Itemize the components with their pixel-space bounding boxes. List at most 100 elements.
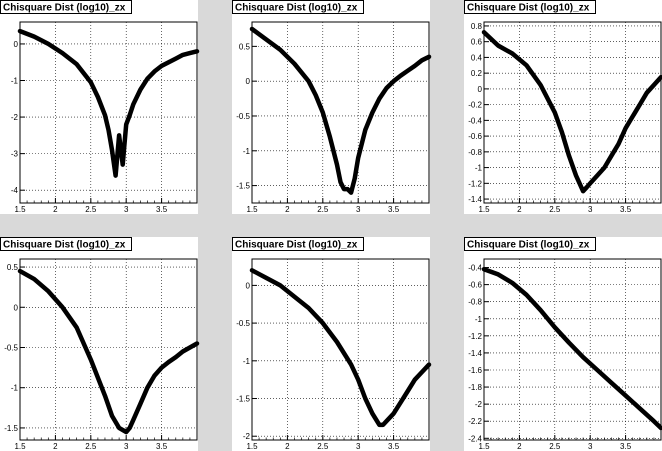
data-point (349, 363, 353, 366)
data-point (603, 166, 606, 169)
title-box (464, 0, 596, 14)
x-tick-label: 2 (517, 442, 522, 451)
data-point (406, 389, 409, 393)
data-point (610, 381, 613, 384)
title-box (232, 237, 364, 251)
data-point (357, 378, 360, 381)
panel-background (464, 0, 662, 214)
y-tick-label: -2.2 (468, 417, 482, 426)
y-tick-label: 0.2 (471, 69, 483, 78)
y-tick-label: -1.4 (468, 349, 482, 358)
data-point (353, 177, 356, 180)
x-tick-label: 3 (124, 205, 129, 214)
x-tick-label: 2.5 (85, 205, 97, 214)
data-point (132, 418, 135, 422)
x-tick-label: 3.5 (388, 442, 400, 451)
data-point (279, 284, 282, 287)
panel-background (464, 237, 662, 451)
data-point (617, 142, 620, 146)
data-point (427, 363, 431, 366)
plot-frame (251, 21, 430, 204)
data-point (61, 306, 64, 309)
y-tick-label: -1 (475, 315, 483, 324)
data-point (581, 356, 585, 359)
chart-title: Chisquare Dist (log10)_zx (235, 3, 358, 14)
data-point (250, 27, 254, 31)
data-point (645, 91, 648, 95)
data-point (146, 77, 149, 80)
chart-panel-3: Chisquare Dist (log10)_zx 1.5 2 2.5 3 3.5 0.8 0… (464, 0, 662, 214)
data-point (265, 38, 268, 41)
data-point (110, 148, 114, 152)
data-point (117, 134, 121, 137)
x-tick-label: 1.5 (246, 442, 258, 451)
x-tick-label: 3 (124, 442, 129, 451)
x-tick-label: 1.5 (478, 442, 490, 451)
data-point (75, 62, 78, 66)
plot-frame (19, 21, 198, 204)
data-point (346, 187, 349, 191)
title-box (0, 0, 132, 14)
y-tick-label: -1.2 (468, 179, 482, 188)
x-tick-label: 3 (588, 205, 593, 214)
y-tick-label: -0.4 (468, 116, 482, 125)
y-tick-label: -0.4 (468, 264, 482, 273)
chart-panel-2: Chisquare Dist (log10)_zx 1.5 2 2.5 3 3.5 0.5 0… (232, 0, 432, 214)
data-point (364, 128, 367, 132)
data-point (335, 340, 339, 344)
data-point (406, 69, 409, 72)
x-tick-label: 1.5 (478, 205, 490, 214)
data-point (195, 342, 199, 345)
data-point (195, 50, 199, 53)
y-tick-label: 0.5 (239, 42, 251, 51)
y-tick-label: -2.4 (468, 434, 482, 443)
data-point (392, 412, 395, 415)
data-point (357, 156, 360, 159)
data-point (188, 346, 192, 349)
data-point (638, 103, 641, 106)
data-point (399, 401, 402, 404)
x-tick-label: 2.5 (317, 442, 329, 451)
data-point (107, 128, 110, 132)
data-point (413, 378, 416, 381)
data-point (293, 62, 296, 65)
y-tick-label: 0.6 (471, 38, 483, 47)
series-line (481, 266, 662, 431)
data-point (371, 412, 374, 415)
y-tick-label: -0.5 (236, 112, 250, 121)
y-tick-label: -0.2 (468, 101, 482, 110)
y-tick-label: -1.4 (468, 195, 482, 204)
chart-panel-6: Chisquare Dist (log10)_zx 1.5 2 2.5 3 3.5 -0.4… (464, 237, 662, 451)
data-point (328, 135, 332, 139)
data-point (335, 163, 339, 166)
data-point (265, 276, 268, 280)
panel-background (0, 237, 198, 451)
data-point (89, 81, 93, 84)
data-point (574, 174, 578, 177)
x-tick-label: 2 (53, 442, 58, 451)
chart-panel-1: Chisquare Dist (log10)_zx 1.5 2 2.5 3 3.5 0 -1 -… (0, 0, 200, 214)
plot-frame (483, 258, 662, 441)
data-point (420, 59, 424, 62)
data-point (610, 154, 613, 157)
chart-title: Chisquare Dist (log10)_zx (235, 240, 358, 251)
x-tick-label: 3.5 (620, 205, 632, 214)
data-point (132, 103, 135, 106)
data-point (482, 31, 486, 34)
x-tick-label: 2 (285, 442, 290, 451)
data-point (121, 163, 124, 166)
data-point (567, 341, 571, 344)
data-point (61, 51, 64, 55)
data-point (420, 370, 424, 374)
data-point (128, 114, 131, 117)
data-point (307, 80, 310, 83)
data-point (153, 70, 156, 73)
y-tick-label: -0.8 (468, 298, 482, 307)
data-point (117, 426, 121, 430)
data-point (174, 57, 177, 60)
x-tick-label: 1.5 (246, 205, 258, 214)
data-point (314, 93, 317, 97)
data-point (125, 430, 128, 434)
data-point (539, 309, 542, 312)
x-tick-label: 1.5 (14, 442, 26, 451)
